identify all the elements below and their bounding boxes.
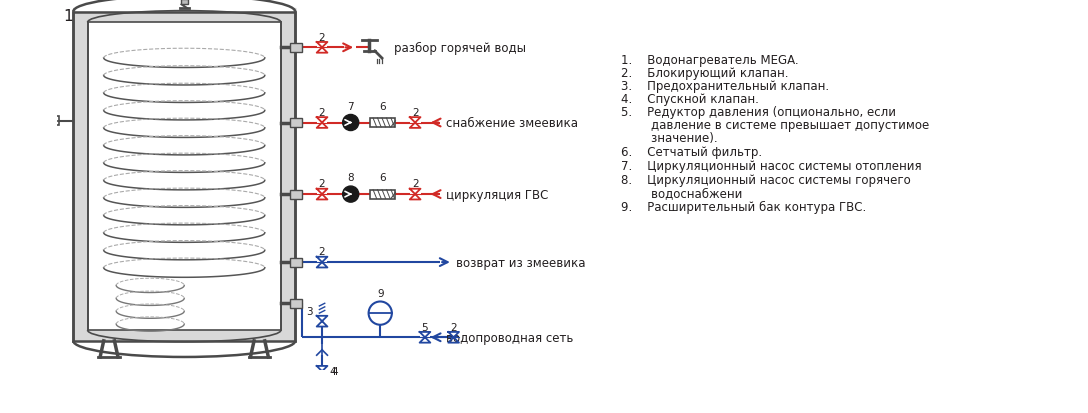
Text: 7.    Циркуляционный насос системы отопления: 7. Циркуляционный насос системы отоплени… <box>621 160 922 173</box>
Bar <box>370 119 395 128</box>
Bar <box>289 44 302 53</box>
Text: водопроводная сеть: водопроводная сеть <box>446 331 573 344</box>
Text: в канализацию: в канализацию <box>277 409 367 413</box>
Text: значение).: значение). <box>621 132 718 145</box>
Text: 6: 6 <box>380 173 386 183</box>
Text: водоснабжени: водоснабжени <box>621 187 742 199</box>
Circle shape <box>343 187 359 203</box>
Text: 1.    Водонагреватель MEGA.: 1. Водонагреватель MEGA. <box>621 54 799 66</box>
Text: 1: 1 <box>63 9 73 24</box>
Bar <box>289 258 302 267</box>
Text: разбор горячей воды: разбор горячей воды <box>394 42 526 55</box>
Text: 4: 4 <box>330 366 336 376</box>
Text: 4: 4 <box>331 366 337 376</box>
Text: 9: 9 <box>376 288 384 298</box>
Circle shape <box>369 302 392 325</box>
Text: 2: 2 <box>319 247 325 257</box>
Text: 7: 7 <box>347 102 354 112</box>
Text: 9.    Расширительный бак контура ГВС.: 9. Расширительный бак контура ГВС. <box>621 200 866 214</box>
Bar <box>289 119 302 128</box>
Text: 6: 6 <box>380 102 386 112</box>
Text: 4.    Спускной клапан.: 4. Спускной клапан. <box>621 93 758 105</box>
Bar <box>370 190 395 199</box>
Text: давление в системе превышает допустимое: давление в системе превышает допустимое <box>621 119 929 132</box>
Bar <box>50 117 59 126</box>
Text: 5: 5 <box>422 322 429 332</box>
Bar <box>289 190 302 199</box>
Text: 2: 2 <box>319 33 325 43</box>
Text: 3.    Предохранительный клапан.: 3. Предохранительный клапан. <box>621 79 829 93</box>
Text: 2: 2 <box>319 107 325 117</box>
Text: 2: 2 <box>450 322 457 332</box>
Bar <box>88 23 281 330</box>
Text: 2.    Блокирующий клапан.: 2. Блокирующий клапан. <box>621 66 789 79</box>
Text: возврат из змеевика: возврат из змеевика <box>456 256 585 269</box>
Text: 2: 2 <box>412 179 419 189</box>
Text: 5.    Редуктор давления (опционально, если: 5. Редуктор давления (опционально, если <box>621 106 895 119</box>
Text: снабжение змеевика: снабжение змеевика <box>446 117 578 130</box>
Text: 8: 8 <box>347 173 354 183</box>
Text: 6.    Сетчатый фильтр.: 6. Сетчатый фильтр. <box>621 146 762 159</box>
Text: 3: 3 <box>306 306 313 316</box>
Text: 8.    Циркуляционный насос системы горячего: 8. Циркуляционный насос системы горячего <box>621 173 911 187</box>
Circle shape <box>343 115 359 131</box>
Text: циркуляция ГВС: циркуляция ГВС <box>446 188 548 201</box>
Text: 2: 2 <box>319 179 325 189</box>
Text: 2: 2 <box>412 107 419 117</box>
Bar <box>289 299 302 308</box>
Bar <box>181 0 188 5</box>
Bar <box>73 12 295 341</box>
